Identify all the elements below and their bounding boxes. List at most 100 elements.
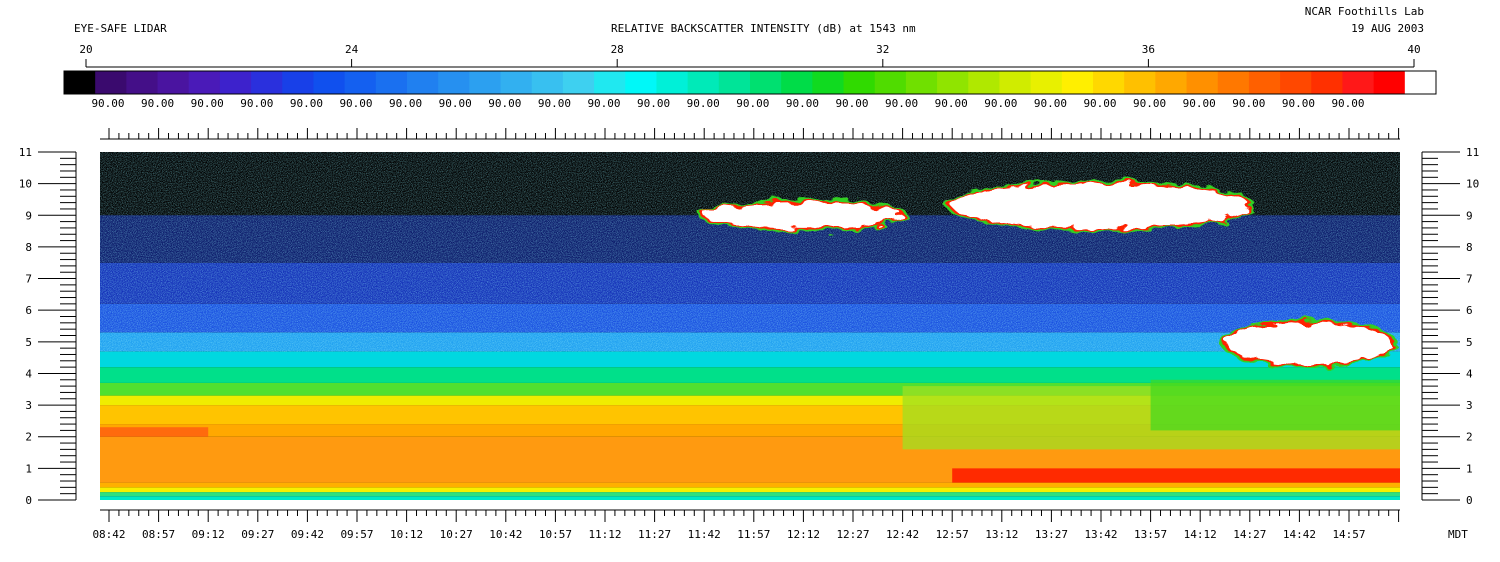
colorbar-cell [937, 71, 969, 94]
x-tick-label: 14:57 [1332, 528, 1365, 541]
y-right-tick-label: 2 [1466, 431, 1473, 444]
colorbar-cell [407, 71, 439, 94]
x-tick-label: 10:57 [539, 528, 572, 541]
colorbar-cell [1248, 71, 1281, 94]
colorbar-cell-label: 90.00 [191, 97, 224, 110]
top-time-ruler [100, 128, 1400, 140]
y-left-tick-label: 7 [25, 273, 32, 286]
y-left-tick-label: 4 [25, 367, 32, 380]
colorbar-cell [1061, 71, 1094, 94]
y-left-tick-label: 11 [19, 146, 32, 159]
x-tick-label: 13:57 [1134, 528, 1167, 541]
colorbar-cell [1280, 71, 1312, 94]
colorbar-cell-label: 90.00 [1232, 97, 1265, 110]
colorbar-cell [999, 71, 1032, 94]
colorbar-cell-label: 90.00 [1183, 97, 1216, 110]
colorbar-cell [718, 71, 751, 94]
y-left-tick-label: 0 [25, 494, 32, 507]
x-tick-label: 11:42 [688, 528, 721, 541]
colorbar-cell-label: 90.00 [91, 97, 124, 110]
colorbar-tick-label: 24 [345, 43, 359, 56]
colorbar-cell [1186, 71, 1219, 94]
colorbar-cell [1373, 71, 1406, 94]
x-tick-label: 14:42 [1283, 528, 1316, 541]
colorbar-cell [64, 71, 96, 94]
x-tick-label: 10:42 [489, 528, 522, 541]
surface-red-layer [952, 468, 1400, 483]
aerosol-band [100, 482, 1400, 488]
colorbar-cell-label: 90.00 [240, 97, 273, 110]
x-tick-label: 09:57 [340, 528, 373, 541]
colorbar-tick-label: 20 [79, 43, 92, 56]
colorbar-cell [1342, 71, 1375, 94]
date-label: 19 AUG 2003 [1351, 22, 1424, 35]
colorbar-cell-label: 90.00 [1331, 97, 1364, 110]
y-right-tick-label: 8 [1466, 241, 1473, 254]
y-right-tick-label: 9 [1466, 209, 1473, 222]
afternoon-upper-layer [1150, 379, 1400, 431]
colorbar-cell [438, 71, 470, 94]
colorbar-cell-label: 90.00 [389, 97, 422, 110]
colorbar-cell-label: 90.00 [835, 97, 868, 110]
y-left-tick-label: 10 [19, 178, 32, 191]
aerosol-band [100, 492, 1400, 497]
colorbar-cell [1404, 71, 1437, 94]
x-tick-label: 12:57 [936, 528, 969, 541]
x-tick-label: 11:57 [737, 528, 770, 541]
colorbar-cell-label: 90.00 [1034, 97, 1067, 110]
instrument-label: EYE-SAFE LIDAR [74, 22, 167, 35]
x-tick-label: 11:12 [588, 528, 621, 541]
colorbar [63, 70, 1437, 95]
x-tick-label: 09:42 [291, 528, 324, 541]
colorbar-cell [500, 71, 533, 94]
y-right-tick-label: 6 [1466, 304, 1473, 317]
colorbar-cell [1030, 71, 1063, 94]
colorbar-cell-label: 90.00 [1133, 97, 1166, 110]
x-tick-label: 13:27 [1035, 528, 1068, 541]
y-left-tick-label: 2 [25, 431, 32, 444]
x-axis: 08:42 08:57 09:12 09:27 09:42 09:57 10:12 10:27… [92, 509, 1468, 541]
x-tick-label: 12:27 [836, 528, 869, 541]
colorbar-cell [905, 71, 938, 94]
x-tick-label: 09:27 [241, 528, 274, 541]
colorbar-cell-label: 90.00 [538, 97, 571, 110]
colorbar-cell [1093, 71, 1125, 94]
x-tick-label: 13:42 [1084, 528, 1117, 541]
colorbar-cell [344, 71, 377, 94]
colorbar-cell [531, 71, 564, 94]
y-left-tick-label: 3 [25, 399, 32, 412]
cloud-core [704, 202, 903, 228]
colorbar-cell-label: 90.00 [687, 97, 720, 110]
y-right-tick-label: 5 [1466, 336, 1473, 349]
cloud-core [952, 183, 1250, 228]
colorbar-cell [687, 71, 720, 94]
y-axis-right: 0 1 2 3 4 5 6 7 8 9 10 11 [1421, 146, 1479, 507]
colorbar-cell [968, 71, 1001, 94]
colorbar-cell [313, 71, 346, 94]
colorbar-cell-labels: 90.00 90.00 90.00 90.00 90.00 90.00 90.00 90.00… [91, 97, 1364, 110]
y-right-tick-label: 7 [1466, 273, 1473, 286]
aerosol-band [100, 395, 1400, 406]
colorbar-cell-label: 90.00 [141, 97, 174, 110]
colorbar-cell [1155, 71, 1188, 94]
x-tick-label: 10:27 [440, 528, 473, 541]
x-tick-label: 08:57 [142, 528, 175, 541]
y-right-tick-label: 10 [1466, 178, 1479, 191]
clouds [698, 179, 1398, 368]
colorbar-cell [251, 71, 283, 94]
colorbar-tick-label: 32 [876, 43, 889, 56]
x-tick-label: 09:12 [192, 528, 225, 541]
colorbar-cell [188, 71, 221, 94]
y-right-tick-label: 4 [1466, 367, 1473, 380]
aerosol-band [100, 496, 1400, 500]
colorbar-cell [1124, 71, 1156, 94]
colorbar-cell-label: 90.00 [786, 97, 819, 110]
aerosol-band [100, 487, 1400, 493]
x-tick-label: 14:27 [1233, 528, 1266, 541]
plot-area [100, 152, 1400, 500]
aerosol-band [100, 351, 1400, 368]
colorbar-cell [594, 71, 626, 94]
colorbar-tick-label: 28 [611, 43, 624, 56]
y-left-tick-label: 6 [25, 304, 32, 317]
